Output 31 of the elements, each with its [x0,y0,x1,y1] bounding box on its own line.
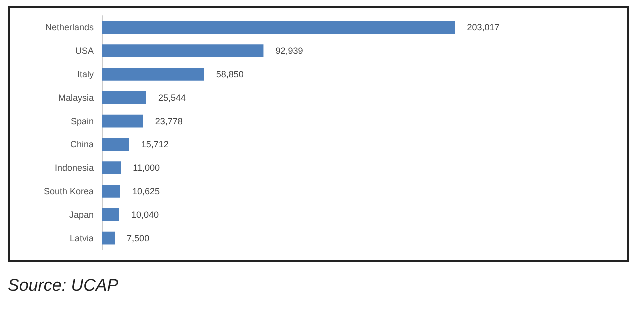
y-tick-label: Italy [77,70,94,80]
data-label: 203,017 [467,22,500,33]
data-label: 92,939 [276,46,304,56]
y-tick-label: Malaysia [58,92,94,103]
y-tick-label: Netherlands [45,22,94,33]
bar [102,208,120,222]
y-tick-label: Latvia [70,233,94,244]
bar [102,21,456,34]
y-tick-label: Indonesia [54,163,94,174]
data-label: 25,544 [158,92,186,103]
y-tick-label: South Korea [44,186,94,196]
bar [102,91,146,104]
bar [102,68,204,81]
data-label: 7,500 [127,233,150,244]
y-tick-label: Japan [69,210,94,220]
source-note: Source: UCAP [8,276,119,296]
bar [102,232,116,245]
data-label: 10,040 [131,210,159,220]
bar [102,138,130,152]
data-label: 15,712 [141,140,169,150]
bar [102,114,144,128]
y-tick-label: Spain [70,116,94,126]
data-label: 23,778 [155,116,183,126]
data-label: 10,625 [132,186,160,196]
bar [102,44,264,58]
bar [102,162,122,175]
data-label: 58,850 [216,70,244,80]
y-tick-label: USA [75,46,94,56]
bar [102,185,120,198]
data-label: 11,000 [133,163,160,174]
y-tick-label: China [70,140,94,150]
